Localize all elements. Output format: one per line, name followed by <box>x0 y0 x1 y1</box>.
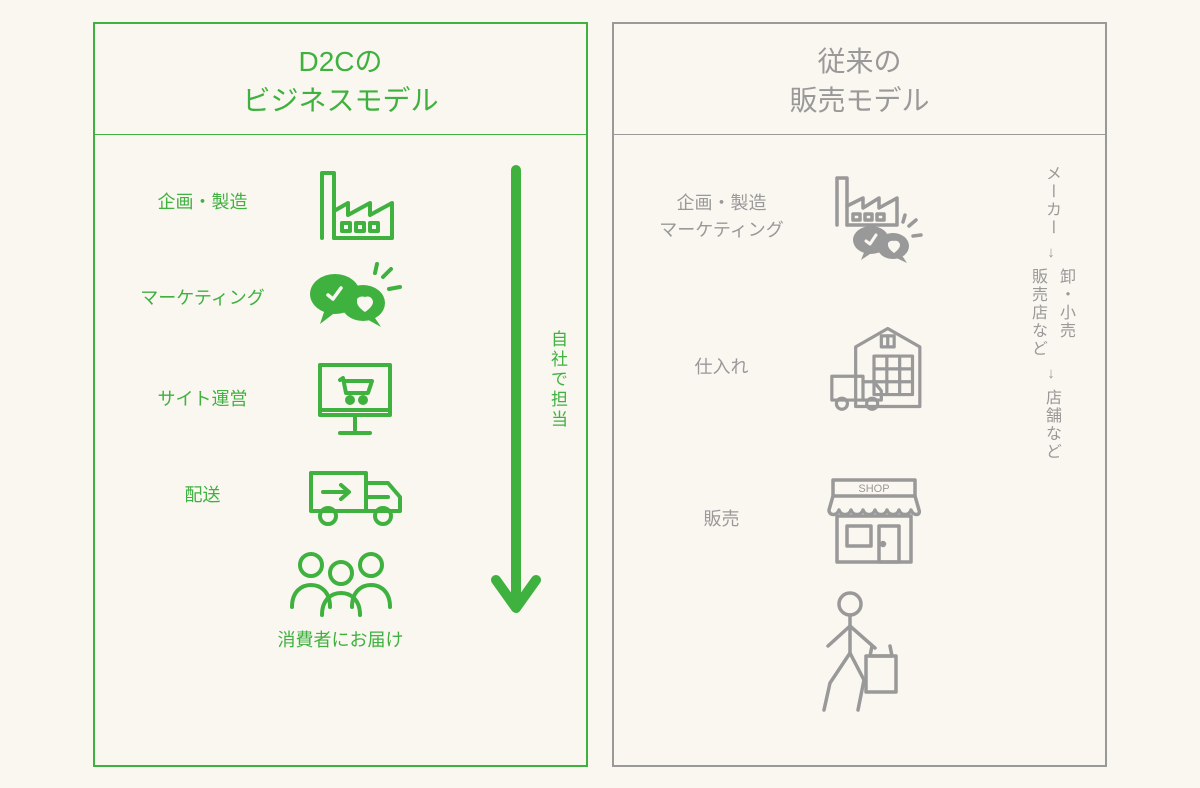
factory-marketing-icon <box>819 170 929 265</box>
shop-icon: SHOP <box>819 470 929 570</box>
label-planning: 企画・製造 <box>125 189 280 216</box>
side-retail: 販売店など <box>1025 268 1049 358</box>
side-store: 店舗など <box>1039 389 1063 461</box>
factory-icon <box>300 163 410 243</box>
row-wholesale: 仕入れ <box>634 290 1085 445</box>
title-line2: 販売モデル <box>789 85 929 116</box>
label-wholesale: 仕入れ <box>644 354 799 381</box>
big-arrow: 自社で担当 <box>486 160 546 620</box>
label-shop: 販売 <box>644 506 799 533</box>
side-wholesale-group: 販売店など 卸・小売 <box>1025 268 1077 358</box>
label-maker: 企画・製造 マーケティング <box>644 190 799 244</box>
title-line1: D2Cの <box>298 46 382 77</box>
chevron-down-icon: ↓ <box>1047 366 1055 381</box>
row-maker: 企画・製造 マーケティング <box>634 155 1085 290</box>
label-marketing: マーケティング <box>125 285 280 312</box>
d2c-panel: D2Cの ビジネスモデル 企画・製造 マーケティング サイト運営 配送 <box>93 22 588 767</box>
marketing-icon <box>300 259 410 339</box>
traditional-title: 従来の 販売モデル <box>614 24 1105 135</box>
side-maker: メーカー <box>1039 165 1063 237</box>
svg-text:SHOP: SHOP <box>858 483 889 495</box>
supply-chain-labels: メーカー ↓ 販売店など 卸・小売 ↓ 店舗など <box>1025 165 1077 461</box>
d2c-title: D2Cの ビジネスモデル <box>95 24 586 135</box>
arrow-label: 自社で担当 <box>545 330 570 430</box>
label-website: サイト運営 <box>125 386 280 413</box>
traditional-panel: 従来の 販売モデル 企画・製造 マーケティング 仕入れ 販売 SHOP <box>612 22 1107 767</box>
title-line1: 従来の <box>817 46 901 77</box>
shopper-icon <box>634 588 1085 718</box>
chevron-down-icon: ↓ <box>1047 245 1055 260</box>
truck-icon <box>300 461 410 531</box>
warehouse-icon <box>819 315 929 420</box>
title-line2: ビジネスモデル <box>242 85 438 116</box>
d2c-body: 企画・製造 マーケティング サイト運営 配送 自社で担当 <box>95 135 586 765</box>
traditional-body: 企画・製造 マーケティング 仕入れ 販売 SHOP メーカー ↓ <box>614 135 1105 765</box>
website-icon <box>300 355 410 445</box>
row-shop: 販売 SHOP <box>634 445 1085 578</box>
label-delivery: 配送 <box>125 482 280 509</box>
consumers-label: 消費者にお届け <box>115 626 566 652</box>
side-wholesale: 卸・小売 <box>1053 268 1077 358</box>
